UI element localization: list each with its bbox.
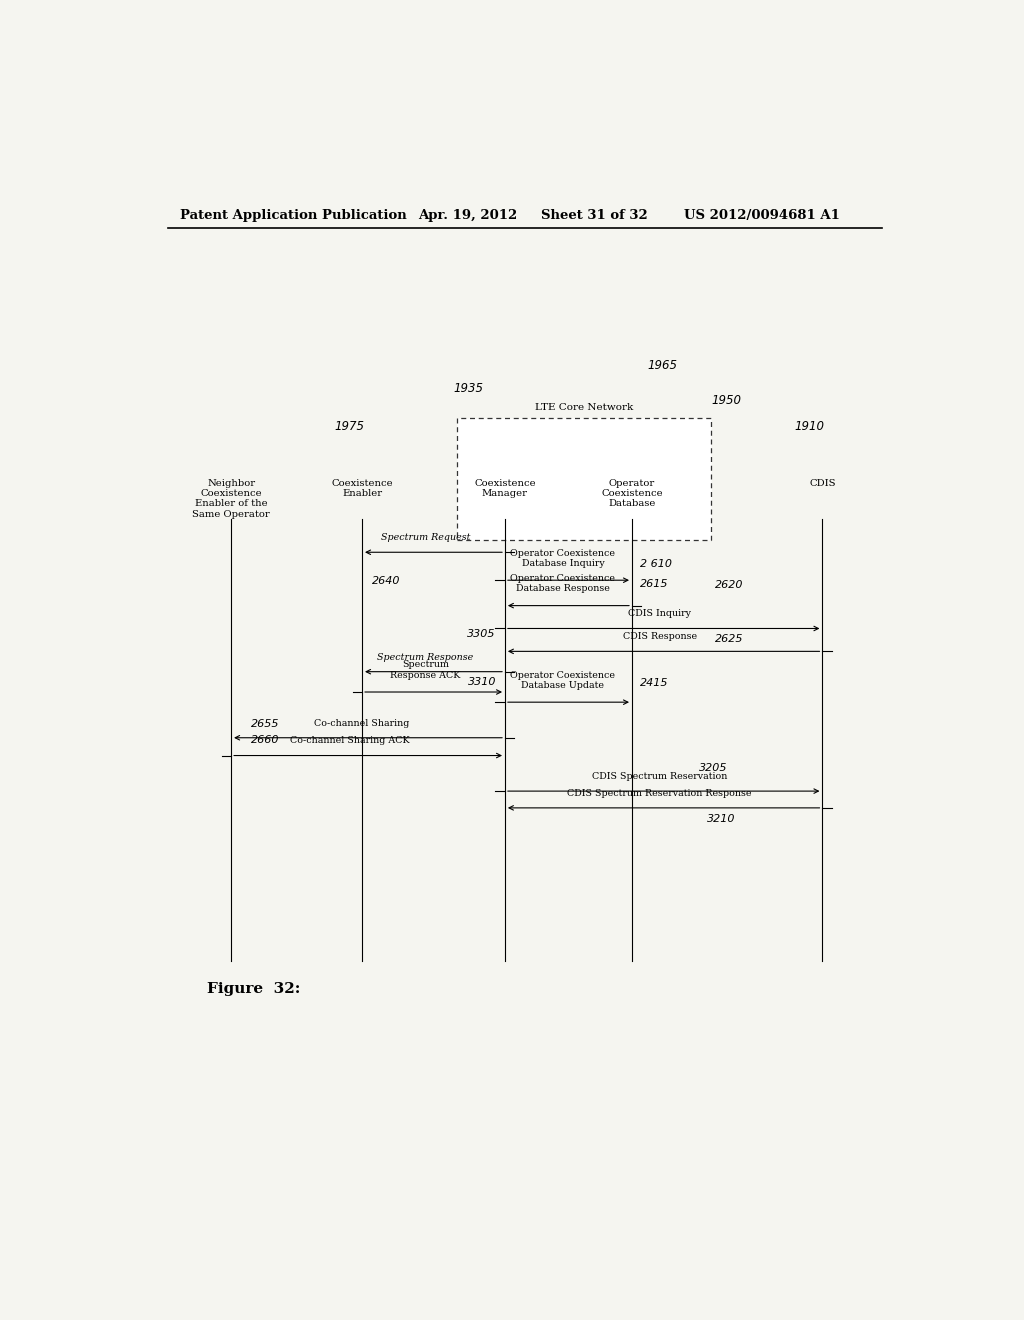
Text: Spectrum
Response ACK: Spectrum Response ACK	[390, 660, 461, 680]
Text: Spectrum Request: Spectrum Request	[381, 533, 470, 543]
Text: Spectrum Response: Spectrum Response	[378, 652, 474, 661]
Text: 3305: 3305	[467, 628, 496, 639]
Text: 1950: 1950	[712, 395, 741, 408]
Text: 2 610: 2 610	[640, 560, 672, 569]
Text: Operator
Coexistence
Database: Operator Coexistence Database	[601, 479, 663, 508]
Text: Coexistence
Enabler: Coexistence Enabler	[332, 479, 393, 498]
Text: CDIS Response: CDIS Response	[623, 632, 696, 642]
Text: 2620: 2620	[715, 581, 743, 590]
Text: 3210: 3210	[708, 814, 736, 824]
Text: Patent Application Publication: Patent Application Publication	[179, 209, 407, 222]
Text: US 2012/0094681 A1: US 2012/0094681 A1	[684, 209, 840, 222]
Text: CDIS Spectrum Reservation: CDIS Spectrum Reservation	[592, 772, 727, 781]
Text: Neighbor
Coexistence
Enabler of the
Same Operator: Neighbor Coexistence Enabler of the Same…	[193, 479, 270, 519]
Text: 3205: 3205	[699, 763, 728, 774]
Text: Apr. 19, 2012: Apr. 19, 2012	[418, 209, 517, 222]
Text: CDIS Inquiry: CDIS Inquiry	[628, 610, 691, 618]
Text: Figure  32:: Figure 32:	[207, 982, 301, 995]
Text: 2415: 2415	[640, 678, 669, 688]
Text: Operator Coexistence
Database Update: Operator Coexistence Database Update	[510, 671, 615, 690]
Text: 1935: 1935	[454, 383, 483, 395]
Text: 1910: 1910	[795, 420, 824, 433]
Text: 2655: 2655	[251, 718, 280, 729]
Text: 2615: 2615	[640, 579, 669, 589]
Text: Operator Coexistence
Database Response: Operator Coexistence Database Response	[510, 574, 615, 594]
Text: LTE Core Network: LTE Core Network	[536, 404, 634, 412]
Text: CDIS: CDIS	[809, 479, 836, 487]
Text: 2660: 2660	[251, 735, 280, 746]
Text: 3310: 3310	[468, 677, 497, 686]
Text: Operator Coexistence
Database Inquiry: Operator Coexistence Database Inquiry	[510, 549, 615, 568]
Text: 2625: 2625	[715, 634, 743, 644]
Text: 2640: 2640	[373, 577, 401, 586]
Text: CDIS Spectrum Reservation Response: CDIS Spectrum Reservation Response	[567, 789, 752, 797]
Text: 1965: 1965	[648, 359, 678, 372]
Text: Sheet 31 of 32: Sheet 31 of 32	[541, 209, 647, 222]
Text: Co-channel Sharing ACK: Co-channel Sharing ACK	[291, 737, 410, 746]
Text: 1975: 1975	[334, 420, 365, 433]
Bar	[458, 417, 712, 540]
Text: Co-channel Sharing: Co-channel Sharing	[314, 718, 410, 727]
Text: Coexistence
Manager: Coexistence Manager	[474, 479, 536, 498]
